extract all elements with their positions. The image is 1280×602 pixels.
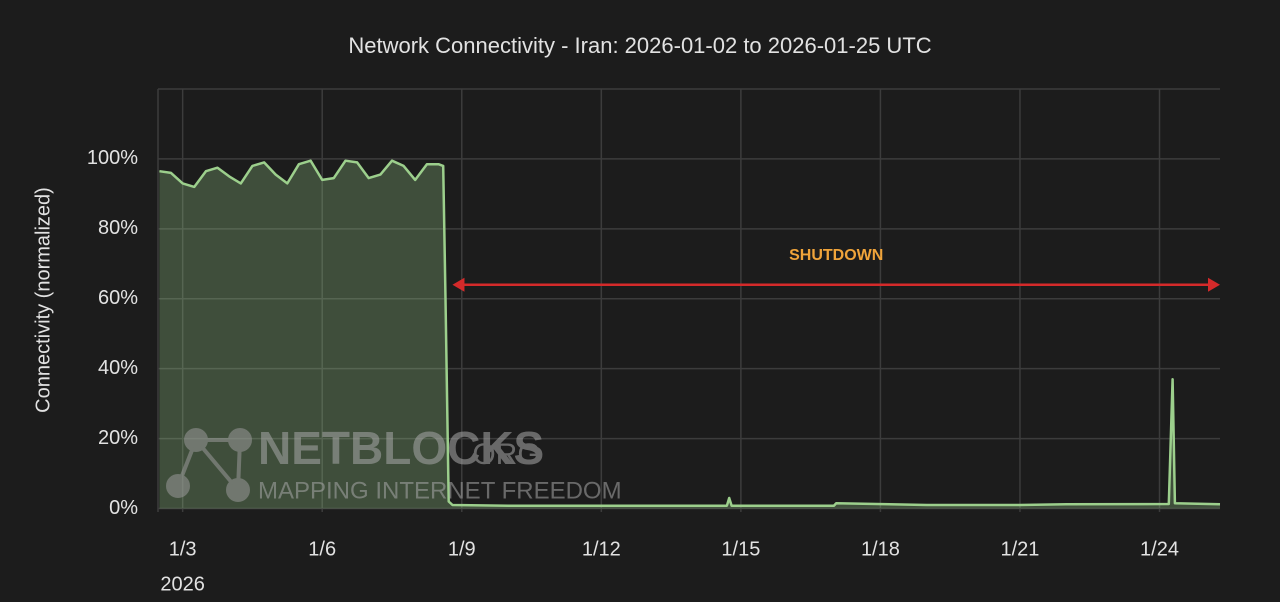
watermark-brand: NETBLOCKS	[258, 422, 544, 474]
arrow-head	[1208, 277, 1220, 292]
x-tick-label: 1/6	[308, 538, 336, 560]
area	[159, 160, 1220, 509]
x-tick-label: 1/24	[1140, 538, 1179, 560]
x-tick-label: 1/9	[448, 538, 476, 560]
line	[159, 159, 1221, 507]
watermark-suffix: .ORG	[464, 438, 541, 471]
y-tick-label: 100%	[87, 147, 138, 169]
y-axis-label: Connectivity (normalized)	[32, 187, 54, 413]
chart-title: Network Connectivity - Iran: 2026-01-02 …	[348, 33, 931, 58]
x-tick-label: 1/18	[861, 538, 900, 560]
x-year-label: 2026	[160, 573, 205, 595]
x-tick-label: 1/12	[582, 538, 621, 560]
x-tick-label: 1/21	[1001, 538, 1040, 560]
annotation-label: SHUTDOWN	[789, 247, 883, 264]
y-tick-label: 40%	[98, 357, 138, 379]
y-tick-label: 20%	[98, 427, 138, 449]
x-tick-label: 1/15	[721, 538, 760, 560]
watermark-logo	[166, 428, 252, 502]
watermark-tagline: MAPPING INTERNET FREEDOM	[258, 477, 622, 504]
y-tick-label: 80%	[98, 217, 138, 239]
arrow-head	[452, 277, 465, 292]
x-tick-label: 1/3	[169, 538, 197, 560]
y-tick-label: 60%	[98, 287, 138, 309]
watermark: NETBLOCKS .ORG MAPPING INTERNET FREEDOM	[166, 422, 622, 504]
y-tick-label: 0%	[109, 497, 138, 519]
